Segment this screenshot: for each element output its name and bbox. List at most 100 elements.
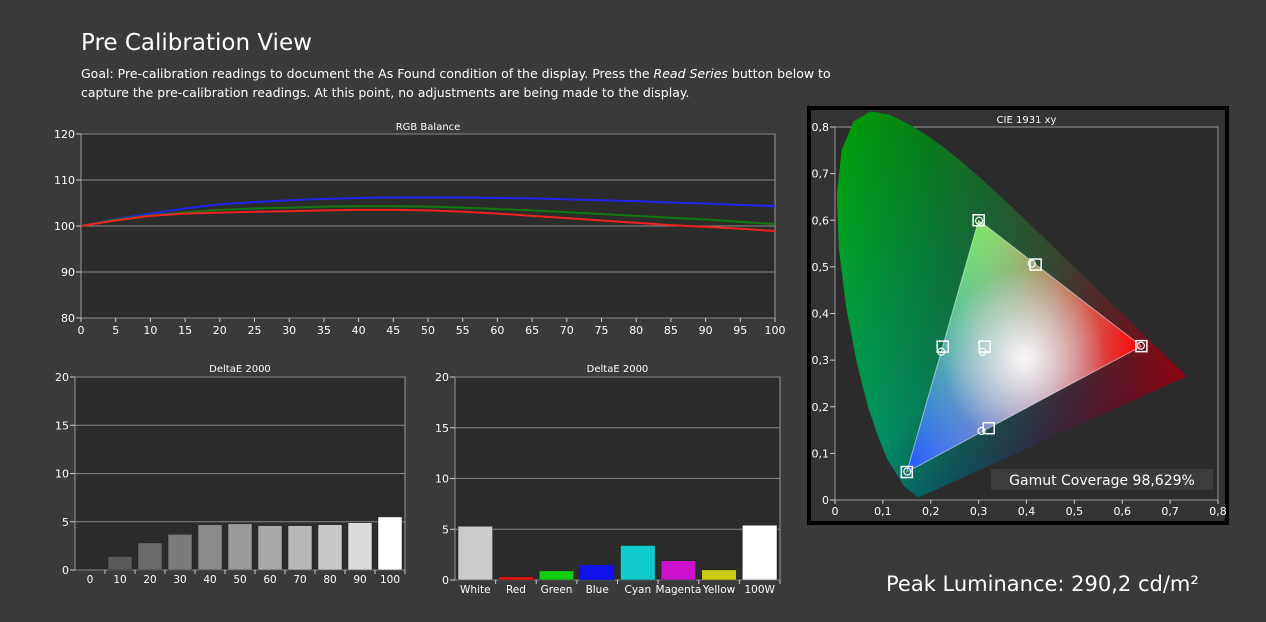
rgb-xtick-label: 10 [143,324,157,337]
goal-text: Goal: Pre-calibration readings to docume… [81,64,861,102]
color-deltae-bar [498,576,534,581]
rgb-series-line [80,196,776,227]
cie-xtick-label: 0,3 [970,505,988,518]
gray-deltae-bar [287,525,313,571]
peak-luminance: Peak Luminance: 290,2 cd/m² [886,572,1199,596]
color-deltae-xtick-label: Cyan [624,584,651,596]
rgb-xtick-label: 15 [178,324,192,337]
cie-frame [807,106,1229,525]
gamut-coverage-box [991,469,1213,490]
gamut-coverage-label: Gamut Coverage 98,629% [1009,473,1195,489]
rgb-xtick-label: 50 [421,324,435,337]
goal-emphasis: Read Series [653,66,728,81]
cie-xtick-label: 0,8 [1209,505,1227,518]
color-deltae-xtick-label: White [460,584,491,596]
rgb-xtick-label: 75 [595,324,609,337]
cie-xtick-label: 0,1 [874,505,892,518]
rgb-xtick-label: 100 [765,324,786,337]
rgb-xtick-label: 30 [282,324,296,337]
gray-deltae-bar [167,534,193,571]
gray-deltae-xtick-label: 0 [87,574,94,586]
gray-deltae-bar [137,542,163,571]
cie-xtick-label: 0,4 [1018,505,1036,518]
rgb-xtick-label: 40 [352,324,366,337]
rgb-xtick-label: 20 [213,324,227,337]
rgb-ytick-label: 90 [61,266,75,279]
rgb-series-line [80,205,776,227]
rgb-xtick-label: 70 [560,324,574,337]
rgb-xtick-label: 65 [525,324,539,337]
cie-measured-marker [903,467,912,476]
gray-deltae-xtick-label: 10 [113,574,126,586]
cie-target-marker [972,214,985,227]
rgb-xtick-label: 5 [112,324,119,337]
rgb-xtick-label: 35 [317,324,331,337]
color-deltae-bar [620,545,656,581]
rgb-xtick-label: 0 [78,324,85,337]
color-deltae-xtick-label: Red [506,584,526,596]
cie-chart-title: CIE 1931 xy [997,115,1057,126]
cie-ytick-label: 0,4 [812,308,830,321]
color-deltae-bar [742,524,778,581]
cie-ytick-label: 0 [822,494,829,507]
rgb-xtick-label: 95 [733,324,747,337]
rgb-chart-title: RGB Balance [396,122,461,133]
cie-ytick-label: 0,7 [812,168,830,181]
cie-ytick-label: 0,8 [812,121,830,134]
gray-deltae-bar [107,556,133,571]
cie-xtick-label: 0,5 [1066,505,1084,518]
page-title: Pre Calibration View [81,30,312,56]
cie-xtick-label: 0,7 [1161,505,1179,518]
color-deltae-xtick-label: Yellow [702,584,736,596]
cie-target-marker [1029,258,1042,271]
cie-target-marker [1135,339,1148,353]
cie-measured-marker [975,216,984,225]
rgb-ytick-label: 110 [54,174,75,187]
gray-deltae-chart-title: DeltaE 2000 [209,364,271,375]
gray-deltae-bar [257,525,283,571]
gray-deltae-xtick-label: 60 [263,574,276,586]
cie-target-marker [936,340,949,353]
rgb-series-line [80,208,776,233]
gray-deltae-bar [377,516,403,571]
gray-deltae-ytick-label: 0 [62,564,69,577]
gray-deltae-ytick-label: 5 [62,516,69,529]
cie-gamut-white-overlay [906,220,1142,473]
rgb-xtick-label: 55 [456,324,470,337]
rgb-xtick-label: 90 [699,324,713,337]
cie-ytick-label: 0,5 [812,261,830,274]
cie-ytick-label: 0,1 [812,447,830,460]
rgb-ytick-label: 100 [54,220,75,233]
cie-ytick-label: 0,3 [812,354,830,367]
cie-target-marker [900,465,914,479]
color-deltae-ytick-label: 20 [435,371,449,384]
color-deltae-xtick-label: Magenta [656,584,702,596]
rgb-xtick-label: 80 [629,324,643,337]
color-deltae-bar [660,560,696,581]
color-deltae-bar [457,525,493,581]
cie-ytick-label: 0,2 [812,401,830,414]
cie-measured-marker [1027,259,1036,268]
color-deltae-chart-title: DeltaE 2000 [587,364,649,375]
rgb-xtick-label: 60 [490,324,504,337]
gray-deltae-xtick-label: 100 [380,574,400,586]
color-deltae-ytick-label: 10 [435,473,449,486]
cie-gamut-outline [906,219,1143,474]
gray-deltae-xtick-label: 40 [203,574,216,586]
cie-target-marker [978,340,991,353]
cie-xtick-label: 0,6 [1114,505,1132,518]
gray-deltae-bar [347,522,373,571]
gray-deltae-xtick-label: 20 [143,574,156,586]
gray-deltae-xtick-label: 90 [353,574,366,586]
rgb-xtick-label: 85 [664,324,678,337]
goal-prefix: Goal: Pre-calibration readings to docume… [81,66,654,81]
gray-deltae-xtick-label: 30 [173,574,186,586]
gray-deltae-bar [317,524,343,571]
gray-deltae-ytick-label: 20 [55,371,69,384]
gray-deltae-bar [227,523,253,571]
gray-deltae-xtick-label: 70 [293,574,306,586]
color-deltae-bar [579,564,615,581]
gray-deltae-ytick-label: 15 [55,419,69,432]
color-deltae-ytick-label: 5 [442,523,449,536]
